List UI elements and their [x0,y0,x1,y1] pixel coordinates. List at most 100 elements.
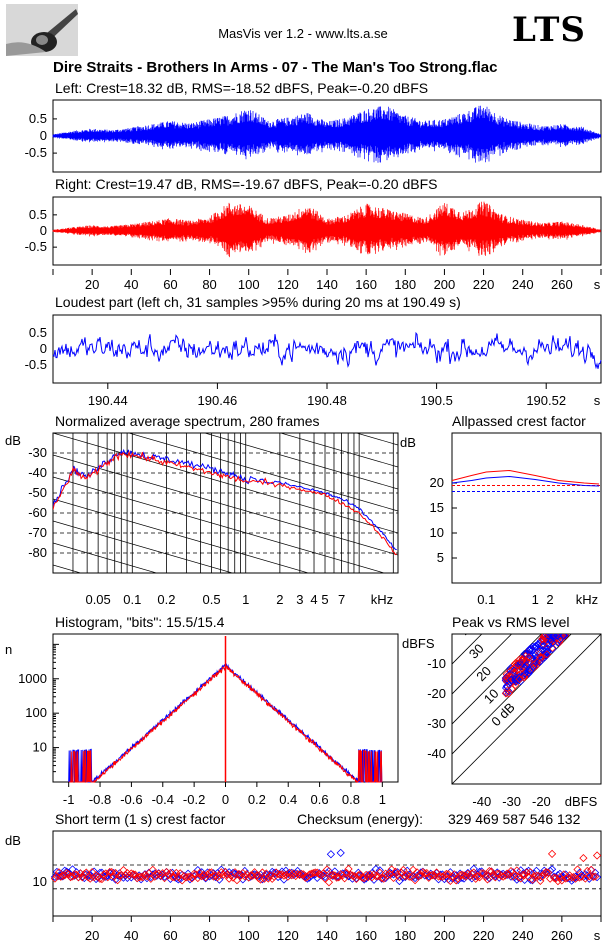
x-tick-label: 180 [394,928,416,943]
scatter-point [346,870,355,879]
scatter-point [240,866,249,876]
scatter-point [405,872,414,881]
scatter-point [342,868,351,878]
x-tick-label: -30 [502,794,521,809]
scatter-point [575,873,584,882]
scatter-point [393,870,402,879]
diagonal-line [127,433,398,512]
scatter-point [195,868,204,878]
x-tick-label: 190.5 [420,393,453,408]
scatter-point [250,868,259,877]
scatter-point [526,868,535,877]
x-tick-label: 260 [551,277,573,292]
y-tick-label: -40 [28,465,47,480]
scatter-point [266,870,275,879]
scatter-point [542,650,552,659]
scatter-point [354,871,363,880]
scatter-point [136,872,146,881]
scatter-point [377,873,386,883]
y-tick-label: 0.5 [29,325,47,340]
scatter-point [502,870,512,880]
scatter-point [581,874,590,883]
scatter-point [385,869,394,879]
scatter-point [560,634,569,640]
scatter-point [571,874,580,883]
x-tick-label: 220 [473,928,495,943]
scatter-point [311,868,320,877]
scatter-point [513,675,522,684]
y-axis-label: dB [400,435,416,450]
scatter-point [111,869,120,878]
spectrum-left-trace [53,448,397,551]
scatter-point [238,868,247,878]
y-axis-label: dBFS [402,636,435,651]
scatter-point [540,646,549,656]
scatter-point [405,870,414,879]
y-tick-label: -60 [28,505,47,520]
scatter-point [501,689,511,698]
scatter-point [320,874,330,883]
scatter-point [409,865,418,874]
y-axis-label: dB [5,833,21,848]
scatter-point [475,873,484,882]
scatter-point [544,868,553,877]
scatter-point [538,646,547,655]
crest-right-trace [451,469,600,485]
scatter-point [493,869,502,878]
x-tick-label: 190.52 [526,393,566,408]
scatter-point [537,653,546,662]
scatter-point [166,868,175,878]
scatter-point [320,872,330,882]
scatter-point [483,875,492,884]
scatter-point [101,869,110,878]
scatter-point [95,874,105,883]
scatter-point [391,867,400,876]
y-tick-label: 5 [437,550,444,565]
scatter-point [324,878,334,887]
x-tick-label: 240 [512,928,534,943]
y-tick-label: 0.5 [29,111,47,126]
scatter-point [252,871,261,880]
scatter-point [524,653,533,662]
y-tick-label: -10 [427,656,446,671]
x-tick-label: 0.2 [248,792,266,807]
x-tick-label: 0 [222,792,229,807]
scatter-point [336,848,345,857]
scatter-point [538,872,547,881]
x-tick-label: 1 [379,792,386,807]
checksum-value: 329 469 587 546 132 [448,811,581,827]
waveform-trace [52,105,601,163]
scatter-point [129,870,138,879]
scatter-point [507,685,516,694]
diagonal-line [279,433,398,468]
scatter-point [191,870,200,879]
y-axis-label: n [5,642,12,657]
x-tick-label: 100 [238,928,260,943]
scatter-point [587,865,596,875]
x-tick-label: 190.48 [307,393,347,408]
scatter-point [592,851,602,860]
scatter-point [360,873,369,883]
diagonal-label: 20 [473,663,494,684]
x-tick-label: 60 [163,277,177,292]
scatter-point [416,871,426,880]
y-tick-label: 10 [430,525,444,540]
scatter-point [548,638,557,647]
spectrum-title: Normalized average spectrum, 280 frames [55,413,320,429]
scatter-point [444,870,453,879]
scatter-point [567,873,576,882]
x-tick-label: kHz [371,592,393,607]
scatter-point [516,660,525,670]
scatter-point [70,871,79,880]
checksum-label: Checksum (energy): [297,811,424,827]
x-tick-label: s [594,393,601,408]
x-tick-label: 120 [277,277,299,292]
x-tick-label: 5 [321,592,328,607]
scatter-point [573,865,582,874]
diagonal-line [53,257,398,357]
scatter-point [504,687,513,696]
scatter-point [410,876,420,885]
x-tick-label: 140 [316,928,338,943]
crest-diagonal [452,634,483,665]
